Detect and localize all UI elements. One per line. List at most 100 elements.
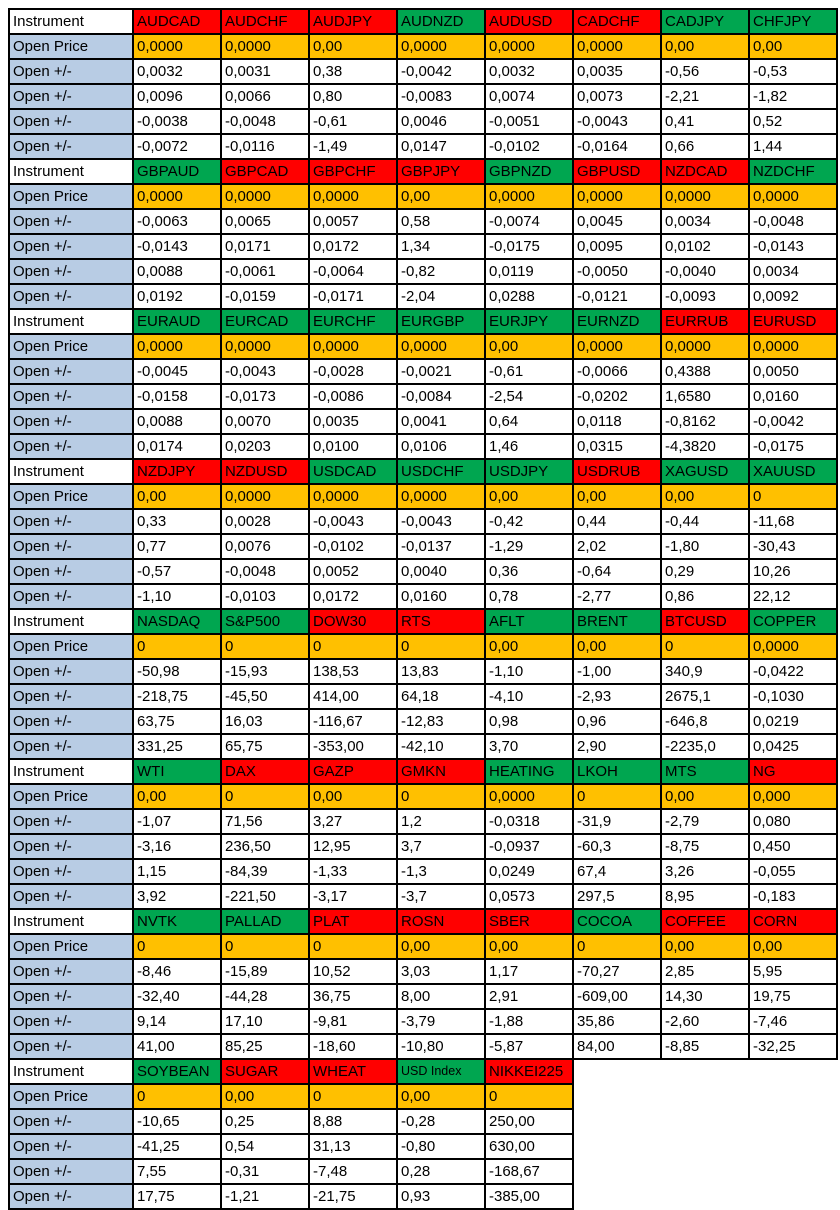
row-label-open-price[interactable]: Open Price bbox=[8, 33, 134, 60]
row-label-open-change[interactable]: Open +/- bbox=[8, 1033, 134, 1060]
open-price-cell[interactable]: 0 bbox=[220, 633, 310, 660]
row-label-open-change[interactable]: Open +/- bbox=[8, 658, 134, 685]
open-change-cell[interactable]: -0,0040 bbox=[660, 258, 750, 285]
open-change-cell[interactable]: 7,55 bbox=[132, 1158, 222, 1185]
open-change-cell[interactable]: 41,00 bbox=[132, 1033, 222, 1060]
open-change-cell[interactable]: -0,61 bbox=[308, 108, 398, 135]
open-change-cell[interactable]: -2,93 bbox=[572, 683, 662, 710]
open-change-cell[interactable]: 84,00 bbox=[572, 1033, 662, 1060]
open-change-cell[interactable]: -0,0137 bbox=[396, 533, 486, 560]
open-change-cell[interactable]: 3,92 bbox=[132, 883, 222, 910]
instrument-cell[interactable]: EURJPY bbox=[484, 308, 574, 335]
row-label-instrument[interactable]: Instrument bbox=[8, 758, 134, 785]
open-change-cell[interactable]: -0,0084 bbox=[396, 383, 486, 410]
open-change-cell[interactable]: -5,87 bbox=[484, 1033, 574, 1060]
open-price-cell[interactable]: 0,0000 bbox=[220, 483, 310, 510]
open-change-cell[interactable]: -0,53 bbox=[748, 58, 838, 85]
open-change-cell[interactable]: -0,0937 bbox=[484, 833, 574, 860]
open-price-cell[interactable]: 0 bbox=[132, 933, 222, 960]
instrument-cell[interactable]: EURCAD bbox=[220, 308, 310, 335]
open-change-cell[interactable]: 2,90 bbox=[572, 733, 662, 760]
instrument-cell[interactable]: USDRUB bbox=[572, 458, 662, 485]
row-label-open-change[interactable]: Open +/- bbox=[8, 383, 134, 410]
open-change-cell[interactable]: -0,0064 bbox=[308, 258, 398, 285]
open-change-cell[interactable]: 0,0035 bbox=[572, 58, 662, 85]
open-change-cell[interactable]: -0,0422 bbox=[748, 658, 838, 685]
open-price-cell[interactable]: 0,00 bbox=[660, 483, 750, 510]
open-change-cell[interactable]: -0,80 bbox=[396, 1133, 486, 1160]
open-change-cell[interactable]: -0,0159 bbox=[220, 283, 310, 310]
instrument-cell[interactable]: NZDJPY bbox=[132, 458, 222, 485]
instrument-cell[interactable]: DOW30 bbox=[308, 608, 398, 635]
open-change-cell[interactable]: -0,0048 bbox=[220, 108, 310, 135]
open-change-cell[interactable]: -8,46 bbox=[132, 958, 222, 985]
open-price-cell[interactable]: 0,0000 bbox=[572, 333, 662, 360]
open-change-cell[interactable]: 0,0171 bbox=[220, 233, 310, 260]
open-change-cell[interactable]: -15,89 bbox=[220, 958, 310, 985]
open-change-cell[interactable]: 63,75 bbox=[132, 708, 222, 735]
open-change-cell[interactable]: 85,25 bbox=[220, 1033, 310, 1060]
open-change-cell[interactable]: -0,0042 bbox=[396, 58, 486, 85]
open-change-cell[interactable]: -0,0043 bbox=[572, 108, 662, 135]
open-change-cell[interactable]: 0,0192 bbox=[132, 283, 222, 310]
open-price-cell[interactable]: 0,0000 bbox=[748, 333, 838, 360]
open-change-cell[interactable]: 297,5 bbox=[572, 883, 662, 910]
open-change-cell[interactable]: 36,75 bbox=[308, 983, 398, 1010]
instrument-cell[interactable]: COPPER bbox=[748, 608, 838, 635]
open-price-cell[interactable]: 0,00 bbox=[572, 483, 662, 510]
row-label-instrument[interactable]: Instrument bbox=[8, 608, 134, 635]
open-change-cell[interactable]: 3,26 bbox=[660, 858, 750, 885]
open-change-cell[interactable]: 0,80 bbox=[308, 83, 398, 110]
open-price-cell[interactable]: 0,0000 bbox=[396, 483, 486, 510]
open-price-cell[interactable]: 0 bbox=[748, 483, 838, 510]
open-change-cell[interactable]: 0,86 bbox=[660, 583, 750, 610]
open-change-cell[interactable]: -0,0042 bbox=[748, 408, 838, 435]
open-price-cell[interactable]: 0 bbox=[396, 633, 486, 660]
open-change-cell[interactable]: 0,98 bbox=[484, 708, 574, 735]
open-change-cell[interactable]: -1,33 bbox=[308, 858, 398, 885]
instrument-cell[interactable]: NVTK bbox=[132, 908, 222, 935]
open-change-cell[interactable]: -11,68 bbox=[748, 508, 838, 535]
open-price-cell[interactable]: 0 bbox=[308, 633, 398, 660]
row-label-open-change[interactable]: Open +/- bbox=[8, 433, 134, 460]
open-price-cell[interactable]: 0,00 bbox=[484, 633, 574, 660]
open-change-cell[interactable]: -0,0164 bbox=[572, 133, 662, 160]
row-label-open-change[interactable]: Open +/- bbox=[8, 1183, 134, 1210]
open-change-cell[interactable]: 0,58 bbox=[396, 208, 486, 235]
open-change-cell[interactable]: 17,10 bbox=[220, 1008, 310, 1035]
open-change-cell[interactable]: 64,18 bbox=[396, 683, 486, 710]
open-price-cell[interactable]: 0,0000 bbox=[308, 183, 398, 210]
open-change-cell[interactable]: -18,60 bbox=[308, 1033, 398, 1060]
open-price-cell[interactable]: 0,0000 bbox=[660, 183, 750, 210]
open-change-cell[interactable]: 0,0034 bbox=[748, 258, 838, 285]
open-change-cell[interactable]: 0,0174 bbox=[132, 433, 222, 460]
open-change-cell[interactable]: 0,0095 bbox=[572, 233, 662, 260]
open-change-cell[interactable]: -0,28 bbox=[396, 1108, 486, 1135]
open-change-cell[interactable]: 0,64 bbox=[484, 408, 574, 435]
instrument-cell[interactable]: LKOH bbox=[572, 758, 662, 785]
open-change-cell[interactable]: -353,00 bbox=[308, 733, 398, 760]
instrument-cell[interactable]: AUDCHF bbox=[220, 8, 310, 35]
open-change-cell[interactable]: -32,40 bbox=[132, 983, 222, 1010]
open-change-cell[interactable]: 340,9 bbox=[660, 658, 750, 685]
instrument-cell[interactable]: AUDJPY bbox=[308, 8, 398, 35]
instrument-cell[interactable]: AFLT bbox=[484, 608, 574, 635]
instrument-cell[interactable]: CHFJPY bbox=[748, 8, 838, 35]
open-change-cell[interactable]: -84,39 bbox=[220, 858, 310, 885]
instrument-cell[interactable]: GBPNZD bbox=[484, 158, 574, 185]
open-change-cell[interactable]: 22,12 bbox=[748, 583, 838, 610]
open-change-cell[interactable]: -646,8 bbox=[660, 708, 750, 735]
open-change-cell[interactable]: -0,0143 bbox=[132, 233, 222, 260]
open-price-cell[interactable]: 0,0000 bbox=[132, 183, 222, 210]
open-change-cell[interactable]: -1,21 bbox=[220, 1183, 310, 1210]
open-price-cell[interactable]: 0,0000 bbox=[308, 483, 398, 510]
open-price-cell[interactable]: 0,00 bbox=[396, 183, 486, 210]
open-change-cell[interactable]: 0,77 bbox=[132, 533, 222, 560]
row-label-open-change[interactable]: Open +/- bbox=[8, 233, 134, 260]
open-change-cell[interactable]: -3,16 bbox=[132, 833, 222, 860]
open-price-cell[interactable]: 0,0000 bbox=[484, 33, 574, 60]
open-change-cell[interactable]: -4,10 bbox=[484, 683, 574, 710]
open-price-cell[interactable]: 0,00 bbox=[308, 33, 398, 60]
open-change-cell[interactable]: -0,82 bbox=[396, 258, 486, 285]
row-label-open-change[interactable]: Open +/- bbox=[8, 883, 134, 910]
